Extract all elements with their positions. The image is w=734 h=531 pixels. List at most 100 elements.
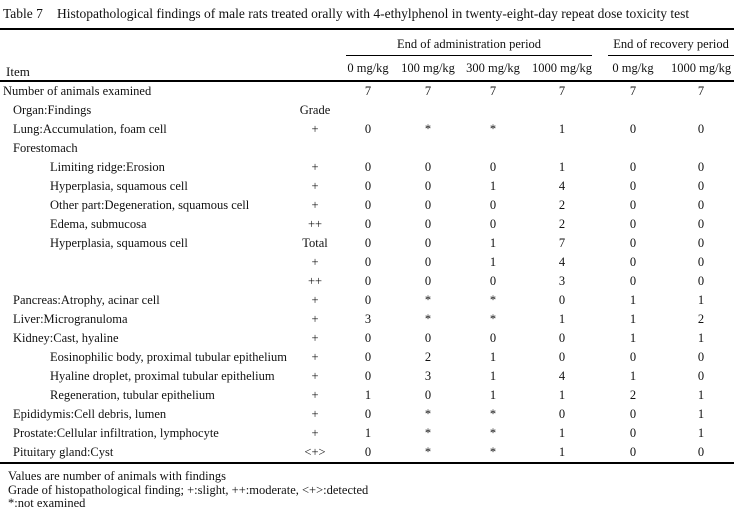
footnotes: Values are number of animals with findin… [0,464,734,511]
table-row: Hyaline droplet, proximal tubular epithe… [0,367,734,386]
grade-cell: ++ [307,217,323,231]
value-cell: 0 [424,236,432,250]
item-label: Eosinophilic body, proximal tubular epit… [50,350,287,364]
item-label: Prostate:Cellular infiltration, lymphocy… [13,426,219,440]
table-row: +0 0 1 4 0 0 [0,253,734,272]
value-cell: 1 [629,312,637,326]
table-title: Histopathological findings of male rats … [57,6,690,21]
value-cell: 0 [598,443,669,464]
grade-cell: + [311,122,319,136]
table-row: ++ 0 0 0 3 0 0 [0,272,734,291]
value-cell: 0 [364,350,372,364]
grade-cell: + [311,350,319,364]
table-row: Pancreas:Atrophy, acinar cell +0 * * 0 1 1 [0,291,734,310]
value-cell: 0 [558,331,566,345]
value-cell [340,101,396,120]
dose-header-row: 0 mg/kg 100 mg/kg 300 mg/kg 1000 mg/kg 0… [0,56,734,82]
value-cell: 0 [629,426,637,440]
grade-cell: + [311,331,319,345]
table-row: Other part:Degeneration, squamous cell +0… [0,196,734,215]
value-cell: 1 [489,350,497,364]
value-cell: 0 [364,160,372,174]
value-cell: 1 [558,388,566,402]
table-row: Edema, submucosa ++ 0 0 0 2 0 0 [0,215,734,234]
value-cell: * [489,407,497,421]
item-label: Kidney:Cast, hyaline [13,331,119,345]
grade-cell: + [311,426,319,440]
table-row: Prostate:Cellular infiltration, lymphocy… [0,424,734,443]
value-cell: 7 [629,84,637,98]
value-cell: 0 [489,198,497,212]
value-cell: 0 [697,198,705,212]
value-cell: 0 [668,443,734,464]
item-label [0,253,290,272]
value-cell: 1 [629,369,637,383]
footnote-line: Grade of histopathological finding; +:sl… [8,482,369,497]
value-cell: 0 [489,217,497,231]
value-cell: * [460,443,527,464]
item-label: Organ:Findings [13,103,92,117]
table-row: Pituitary gland:Cyst <+> 0 * * 1 0 0 [0,443,734,464]
footnote-line: *:not examined [8,496,86,510]
value-cell: 1 [697,293,705,307]
item-label [0,272,290,291]
value-cell: * [424,426,432,440]
grade-cell: Grade [299,103,331,117]
value-cell: * [489,312,497,326]
value-cell: 0 [697,160,705,174]
value-cell: 1 [558,122,566,136]
recovery-period-header: End of recovery period [598,29,734,56]
item-label: Forestomach [13,141,78,155]
table-row: Organ:Findings Grade [0,101,734,120]
table-row: Liver:Microgranuloma +3 * * 1 1 2 [0,310,734,329]
value-cell: 0 [629,198,637,212]
value-cell: 2 [629,388,637,402]
item-label: Pancreas:Atrophy, acinar cell [13,293,160,307]
item-label: Liver:Microgranuloma [13,312,128,326]
value-cell: 0 [629,236,637,250]
value-cell: 3 [364,312,372,326]
value-cell: 0 [489,331,497,345]
value-cell: 7 [489,84,497,98]
value-cell: 0 [629,160,637,174]
value-cell: 1 [364,388,372,402]
item-label: Limiting ridge:Erosion [50,160,165,174]
item-label: Edema, submucosa [50,217,147,231]
value-cell: 0 [629,274,637,288]
grade-cell: + [311,388,319,402]
table-row: Number of animals examined 7 7 7 7 7 7 [0,81,734,101]
value-cell: 1 [697,407,705,421]
table-row: Eosinophilic body, proximal tubular epit… [0,348,734,367]
value-cell: 0 [697,122,705,136]
value-cell: 0 [424,255,432,269]
grade-cell: + [311,369,319,383]
value-cell: 0 [697,179,705,193]
value-cell: 2 [558,198,566,212]
value-cell [526,139,598,158]
grade-cell: + [311,255,319,269]
value-cell: * [424,122,432,136]
value-cell: 0 [697,350,705,364]
value-cell: 1 [489,236,497,250]
value-cell: * [489,122,497,136]
value-cell: 2 [424,350,432,364]
value-cell: * [489,293,497,307]
value-cell: 1 [558,160,566,174]
item-label: Other part:Degeneration, squamous cell [50,198,250,212]
value-cell: * [424,293,432,307]
value-cell: 0 [364,274,372,288]
value-cell: 0 [424,388,432,402]
admin-period-label: End of administration period [346,37,593,56]
value-cell: 0 [629,217,637,231]
table-row: Epididymis:Cell debris, lumen +0 * * 0 0 1 [0,405,734,424]
table-row: Kidney:Cast, hyaline +0 0 0 0 1 1 [0,329,734,348]
value-cell: 0 [697,274,705,288]
grade-cell: <+> [290,443,341,464]
grade-cell: + [311,198,319,212]
value-cell: 0 [364,293,372,307]
value-cell: 0 [364,407,372,421]
value-cell: 0 [558,407,566,421]
value-cell [668,139,734,158]
dose-column-header-admin-0: 0 mg/kg [340,56,397,82]
grade-cell: + [311,160,319,174]
